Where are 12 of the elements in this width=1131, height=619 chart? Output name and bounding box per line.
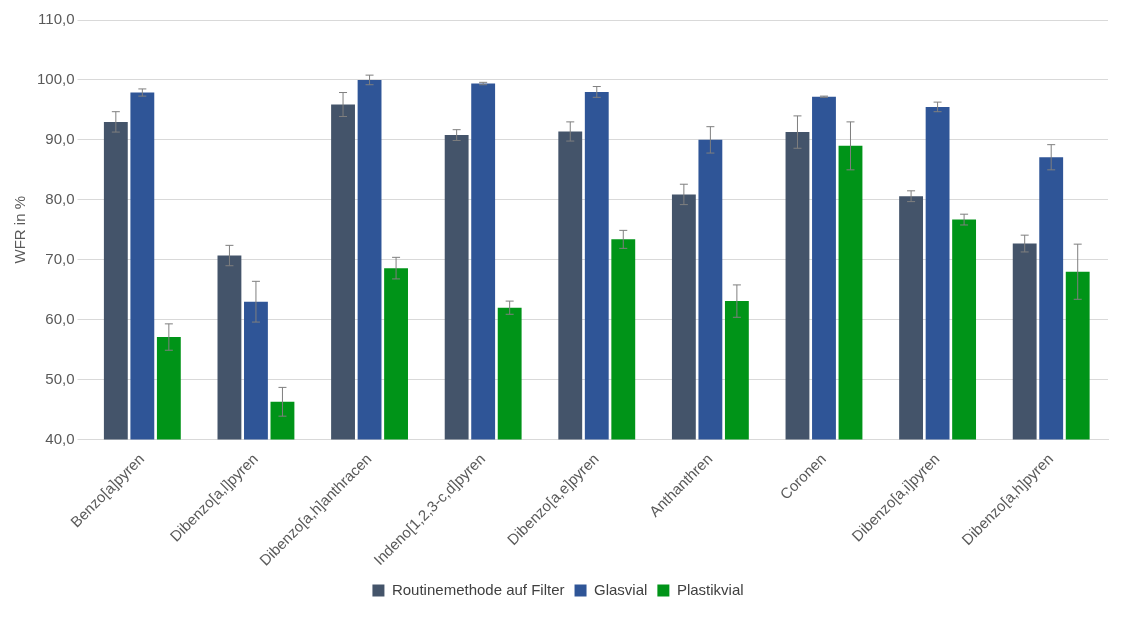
y-tick-label: 80,0 (45, 189, 75, 207)
y-tick-label: 110,0 (38, 10, 75, 28)
legend-label: Routinemethode auf Filter (391, 580, 565, 598)
y-tick-label: 100,0 (36, 70, 75, 88)
y-tick-label: 70,0 (45, 249, 75, 267)
y-tick-label: 60,0 (45, 309, 75, 327)
y-tick-label: 50,0 (45, 369, 75, 387)
y-tick-label: 40,0 (45, 429, 75, 447)
legend-label: Plastikvial (676, 580, 744, 598)
y-tick-label: 90,0 (45, 130, 75, 148)
legend-label: Glasvial (594, 580, 648, 598)
y-axis-title: WFR in % (11, 196, 29, 264)
